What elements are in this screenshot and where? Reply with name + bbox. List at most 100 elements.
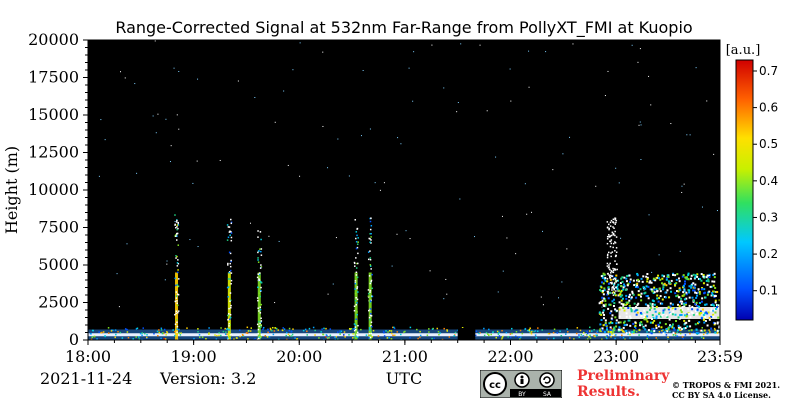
cloud-region-pixel xyxy=(690,286,693,289)
cloud-region-pixel xyxy=(609,329,612,332)
cloud-column-pixel xyxy=(260,320,263,322)
cloud-region-pixel xyxy=(654,310,657,313)
cloud-column-pixel xyxy=(228,251,231,254)
noise-pixel xyxy=(531,211,533,213)
low-level-signal-pixel xyxy=(254,337,256,340)
low-level-signal-pixel xyxy=(547,332,550,335)
low-level-signal-pixel xyxy=(529,331,531,334)
low-level-signal-pixel xyxy=(692,331,695,334)
cloud-region-pixel xyxy=(611,300,614,303)
cloud-region-pixel xyxy=(600,286,603,289)
noise-pixel xyxy=(396,233,398,235)
low-level-signal-pixel xyxy=(589,334,591,337)
low-level-signal-pixel xyxy=(245,332,248,334)
low-level-signal-pixel xyxy=(475,334,477,337)
cloud-column-pixel xyxy=(354,292,357,295)
cloud-column-pixel xyxy=(230,283,232,285)
noise-pixel xyxy=(643,289,645,291)
cloud-column-pixel xyxy=(227,278,230,280)
cloud-column-pixel xyxy=(260,238,262,241)
cloud-column-pixel xyxy=(353,309,356,312)
cloud-region-pixel xyxy=(605,324,608,327)
noise-pixel xyxy=(197,246,199,248)
cloud-column-pixel xyxy=(369,258,372,261)
cloud-region-pixel xyxy=(640,299,643,302)
cloud-region-pixel xyxy=(716,290,719,293)
low-level-signal-pixel xyxy=(236,337,238,339)
cloud-column-pixel xyxy=(227,286,230,288)
cloud-column-pixel xyxy=(260,254,263,256)
colorbar-tick-label: 0.7 xyxy=(759,64,778,78)
colorbar-ticks: 0.10.20.30.40.50.60.7 xyxy=(753,64,778,298)
cloud-column-pixel xyxy=(369,228,372,231)
cloud-column-pixel xyxy=(177,285,180,287)
low-level-signal-pixel xyxy=(91,329,94,332)
noise-pixel xyxy=(292,69,294,71)
noise-pixel xyxy=(400,143,402,145)
colorbar xyxy=(735,59,754,321)
low-level-signal-pixel xyxy=(611,330,613,332)
cloud-column-pixel xyxy=(369,308,372,310)
cloud-column-pixel xyxy=(353,262,356,265)
low-level-signal-pixel xyxy=(348,334,350,336)
low-level-signal-pixel xyxy=(274,327,277,329)
low-level-signal-pixel xyxy=(519,338,521,340)
noise-pixel xyxy=(457,102,459,104)
noise-pixel xyxy=(552,169,554,171)
low-level-signal-pixel xyxy=(621,334,623,337)
noise-pixel xyxy=(379,189,381,191)
low-level-signal-pixel xyxy=(627,333,629,335)
cloud-region-pixel xyxy=(640,277,643,280)
cloud-region-pixel xyxy=(650,281,653,284)
low-level-signal-pixel xyxy=(233,338,235,340)
cloud-column-pixel xyxy=(355,318,358,320)
cc-license-badge[interactable]: cc BY SA xyxy=(480,370,562,398)
cloud-column-pixel xyxy=(354,219,357,221)
x-tick-label: 23:00 xyxy=(593,347,639,366)
cloud-region-pixel xyxy=(639,312,642,315)
cloud-region-pixel xyxy=(624,303,627,306)
low-level-signal-pixel xyxy=(716,332,719,334)
cloud-region-pixel xyxy=(699,310,702,313)
cloud-region-pixel xyxy=(617,329,620,332)
cloud-region-pixel xyxy=(637,290,640,293)
cloud-region-pixel xyxy=(620,277,623,280)
cloud-region-pixel xyxy=(606,326,609,329)
cloud-region-pixel xyxy=(610,242,613,245)
noise-pixel xyxy=(98,175,100,177)
cloud-column-pixel xyxy=(368,237,370,240)
cloud-region-pixel xyxy=(712,304,715,307)
noise-pixel xyxy=(648,214,650,216)
cloud-region-pixel xyxy=(692,313,695,316)
cloud-region-pixel xyxy=(644,328,647,331)
cloud-column-pixel xyxy=(227,262,229,265)
cloud-column-pixel xyxy=(256,323,259,326)
noise-pixel xyxy=(197,78,199,80)
cloud-column-pixel xyxy=(354,320,357,322)
noise-pixel xyxy=(456,111,458,113)
cloud-region-pixel xyxy=(600,275,603,278)
cloud-column-pixel xyxy=(257,261,260,263)
noise-pixel xyxy=(558,297,560,299)
cloud-region-pixel xyxy=(675,278,678,281)
noise-pixel xyxy=(528,50,530,52)
cloud-column-pixel xyxy=(260,303,263,306)
cloud-column-pixel xyxy=(355,274,358,276)
low-level-signal-pixel xyxy=(633,332,635,334)
noise-pixel xyxy=(658,254,660,256)
cloud-region-pixel xyxy=(675,295,678,298)
low-level-signal-pixel xyxy=(647,336,650,338)
cloud-region-pixel xyxy=(708,290,711,293)
cloud-region-pixel xyxy=(667,308,670,311)
cloud-region-pixel xyxy=(604,319,607,322)
y-tick-label: 15000 xyxy=(28,105,79,124)
cloud-region-pixel xyxy=(668,318,671,321)
noise-pixel xyxy=(620,237,622,239)
cloud-region-pixel xyxy=(602,309,605,312)
cloud-region-pixel xyxy=(661,274,664,277)
cloud-region-pixel xyxy=(690,311,693,314)
cloud-region-pixel xyxy=(611,292,614,294)
cloud-region-pixel xyxy=(658,297,661,300)
cloud-column-pixel xyxy=(177,310,180,312)
cloud-column-pixel xyxy=(355,271,358,274)
